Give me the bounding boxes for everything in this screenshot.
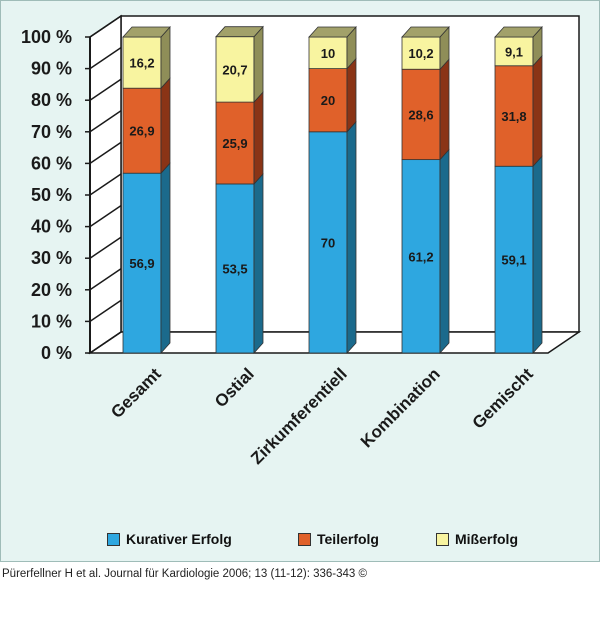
y-tick-label: 20 % <box>31 280 72 300</box>
bar-front-teilerfolg-gemischt <box>494 65 534 167</box>
data-label-teilerfolg-kombination: 28,6 <box>408 107 433 122</box>
y-tick-line <box>89 268 122 291</box>
y-tick-label: 0 % <box>41 343 72 363</box>
bar-side-kurativer-erfolg-gemischt <box>532 155 543 355</box>
category-label-kombination: Kombination <box>357 364 444 451</box>
bar-front-misserfolg-zirkumferentiell <box>308 36 348 70</box>
bar-side-kurativer-erfolg-gesamt <box>160 162 171 355</box>
legend-label-kurativer-erfolg: Kurativer Erfolg <box>126 531 232 547</box>
bar-side-teilerfolg-gesamt <box>160 77 171 175</box>
category-label-gemischt: Gemischt <box>469 364 537 432</box>
data-label-kurativer-erfolg-kombination: 61,2 <box>408 249 433 264</box>
y-tick-label: 100 % <box>21 27 72 47</box>
bar-front-misserfolg-gemischt <box>494 36 534 67</box>
bar-side-misserfolg-gesamt <box>160 25 171 90</box>
category-label-gesamt: Gesamt <box>107 364 165 422</box>
data-label-kurativer-erfolg-ostial: 53,5 <box>222 261 247 276</box>
legend-swatch-yellow <box>436 532 449 546</box>
bar-side-teilerfolg-ostial <box>253 91 264 185</box>
bar-top-ostial <box>215 26 264 38</box>
data-label-teilerfolg-zirkumferentiell: 20 <box>321 93 335 108</box>
category-label-ostial: Ostial <box>211 364 258 411</box>
bar-side-teilerfolg-zirkumferentiell <box>346 57 357 133</box>
y-tick-line <box>89 204 122 228</box>
bar-side-teilerfolg-kombination <box>439 58 450 161</box>
legend-label-misserfolg: Mißerfolg <box>455 531 518 547</box>
data-label-misserfolg-ostial: 20,7 <box>222 62 247 77</box>
y-tick-label: 90 % <box>31 59 72 79</box>
stacked-bar-chart: 100 %90 %80 %70 %60 %50 %40 %30 %20 %10 … <box>21 14 582 468</box>
y-tick-label: 60 % <box>31 153 72 173</box>
data-label-misserfolg-zirkumferentiell: 10 <box>321 46 335 61</box>
bar-side-kurativer-erfolg-ostial <box>253 172 264 355</box>
data-label-teilerfolg-gemischt: 31,8 <box>501 109 526 124</box>
legend-label-teilerfolg: Teilerfolg <box>317 531 379 547</box>
bar-front-kurativer-erfolg-ostial <box>215 183 255 354</box>
category-label-zirkumferentiell: Zirkumferentiell <box>247 364 351 468</box>
bar-front-kurativer-erfolg-gesamt <box>122 172 162 354</box>
data-label-teilerfolg-gesamt: 26,9 <box>129 124 154 139</box>
y-tick-line <box>89 173 122 196</box>
bar-front-kurativer-erfolg-gemischt <box>494 165 534 354</box>
bar-side-kurativer-erfolg-zirkumferentiell <box>346 120 357 355</box>
y-tick-line <box>89 78 122 101</box>
y-tick-label: 30 % <box>31 248 72 268</box>
y-tick-label: 80 % <box>31 90 72 110</box>
data-label-kurativer-erfolg-gesamt: 56,9 <box>129 256 154 271</box>
y-tick-line <box>89 331 122 354</box>
y-tick-line <box>89 110 122 133</box>
legend-item-misserfolg: Mißerfolg <box>436 530 518 548</box>
y-tick-line <box>89 299 122 323</box>
bar-top-kombination <box>401 26 450 38</box>
legend-swatch-orange <box>298 532 311 546</box>
data-label-kurativer-erfolg-zirkumferentiell: 70 <box>321 235 335 250</box>
y-tick-line <box>89 15 122 38</box>
bar-front-teilerfolg-kombination <box>401 68 441 161</box>
y-tick-label: 40 % <box>31 217 72 237</box>
bar-top-zirkumferentiell <box>308 26 357 38</box>
bars: 56,9 26,9 16,2 53,5 25,9 20,7 70 20 10 61,2 28,6 10… <box>122 25 543 355</box>
citation: Pürerfellner H et al. Journal für Kardio… <box>2 568 367 580</box>
data-label-kurativer-erfolg-gemischt: 59,1 <box>501 253 526 268</box>
data-label-teilerfolg-ostial: 25,9 <box>222 136 247 151</box>
data-label-misserfolg-kombination: 10,2 <box>408 46 433 61</box>
y-tick-label: 70 % <box>31 122 72 142</box>
y-axis-ticks: 100 % 90 % 80 % 70 % 60 % 50 % 40 % 30 % 20 % 10 … <box>21 15 122 363</box>
bar-side-misserfolg-ostial <box>253 25 264 104</box>
y-tick-line <box>89 236 122 259</box>
y-tick-line <box>89 141 122 165</box>
bar-top-gemischt <box>494 26 543 38</box>
data-label-misserfolg-gesamt: 16,2 <box>129 56 154 71</box>
bar-top-gesamt <box>122 26 171 38</box>
legend-item-teilerfolg: Teilerfolg <box>298 530 379 548</box>
bar-side-kurativer-erfolg-kombination <box>439 148 450 355</box>
y-tick-line <box>89 46 122 70</box>
bar-front-kurativer-erfolg-zirkumferentiell <box>308 131 348 354</box>
legend-item-kurativer-erfolg: Kurativer Erfolg <box>107 530 232 548</box>
bar-front-teilerfolg-gesamt <box>122 87 162 174</box>
data-label-misserfolg-gemischt: 9,1 <box>505 44 523 59</box>
y-tick-label: 50 % <box>31 185 72 205</box>
legend-swatch-blue <box>107 532 120 546</box>
bar-side-teilerfolg-gemischt <box>532 54 543 168</box>
y-tick-label: 10 % <box>31 311 72 331</box>
